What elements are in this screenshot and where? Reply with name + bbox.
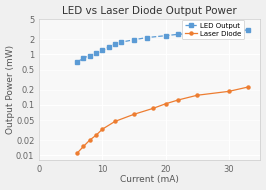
LED Output (145, 36, 148, 39)
LED Output (227, 30, 230, 32)
Laser Diode (246, 86, 250, 88)
Laser Diode (76, 152, 79, 154)
Title: LED vs Laser Diode Output Power: LED vs Laser Diode Output Power (63, 6, 237, 16)
Laser Diode (177, 99, 180, 101)
LED Output (120, 41, 123, 43)
Laser Diode (82, 145, 85, 148)
Y-axis label: Output Power (mW): Output Power (mW) (6, 45, 15, 134)
Laser Diode (101, 128, 104, 130)
Line: Laser Diode: Laser Diode (76, 86, 249, 155)
Laser Diode (151, 107, 155, 110)
Laser Diode (132, 113, 136, 115)
LED Output (94, 52, 98, 55)
Laser Diode (113, 120, 117, 123)
Line: LED Output: LED Output (76, 28, 249, 64)
Laser Diode (164, 103, 167, 105)
LED Output (76, 61, 79, 63)
LED Output (196, 32, 199, 34)
LED Output (132, 39, 136, 41)
Laser Diode (94, 134, 98, 136)
LED Output (113, 43, 117, 45)
LED Output (88, 54, 91, 57)
Laser Diode (88, 139, 91, 141)
LED Output (177, 33, 180, 36)
Legend: LED Output, Laser Diode: LED Output, Laser Diode (182, 20, 244, 39)
LED Output (107, 46, 110, 48)
LED Output (164, 35, 167, 37)
X-axis label: Current (mA): Current (mA) (120, 175, 179, 184)
LED Output (82, 57, 85, 59)
LED Output (101, 49, 104, 51)
Laser Diode (227, 90, 230, 93)
Laser Diode (196, 94, 199, 96)
LED Output (246, 29, 250, 31)
